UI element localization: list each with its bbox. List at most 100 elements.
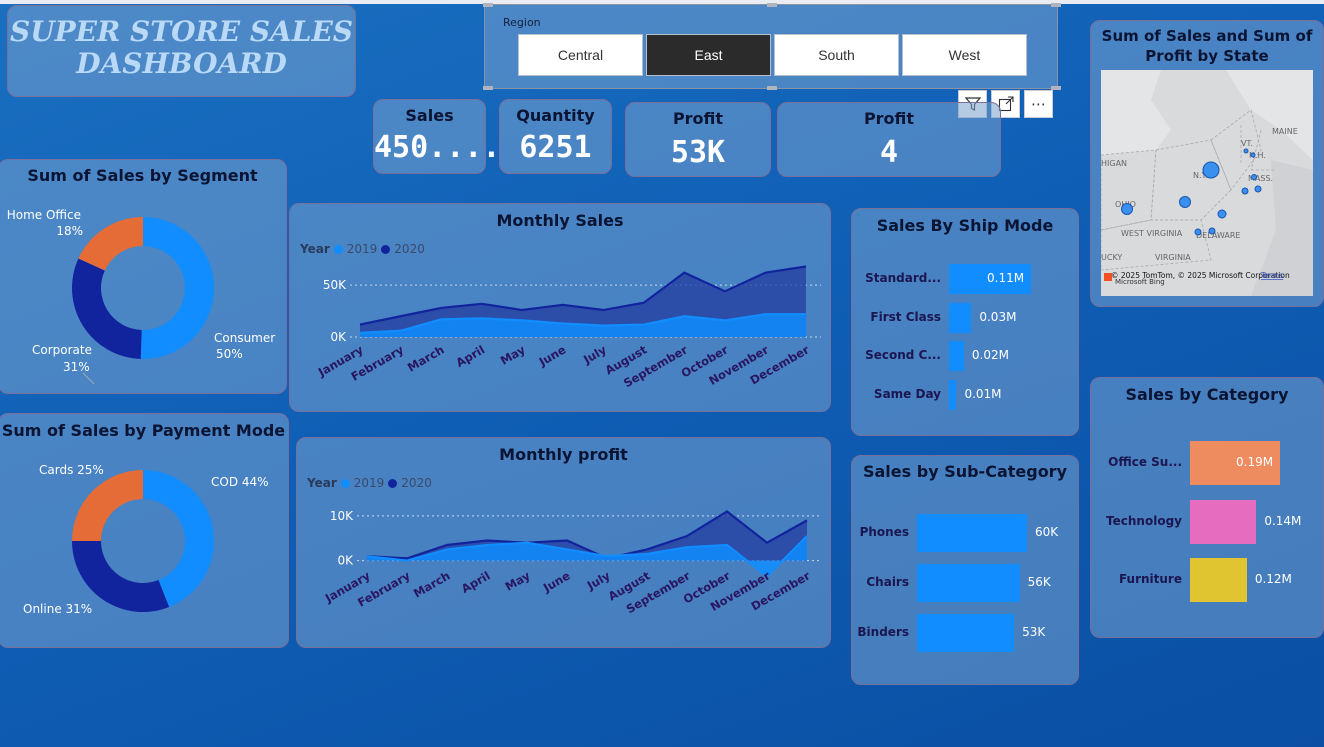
donut-slice-consumer[interactable] <box>140 217 215 359</box>
map-bubble[interactable] <box>1250 152 1256 158</box>
dashboard-title-card: SUPER STORE SALES DASHBOARD <box>7 5 356 97</box>
state-bubble-map[interactable]: MAINE VT. N.H. N.Y. MASS. HIGAN OHIO WES… <box>1101 70 1313 296</box>
map-bubble[interactable] <box>1243 148 1249 154</box>
region-option-central[interactable]: Central <box>518 34 643 76</box>
category-card: Sales by Category Office Su... 0.19M Techn… <box>1090 377 1324 638</box>
map-label: MASS. <box>1248 174 1273 183</box>
donut-slice-cards[interactable] <box>72 470 143 541</box>
segment-donut-chart[interactable]: Home Office 18% Consumer 50% Corporate 3… <box>0 160 288 395</box>
bar-category-label: Second C... <box>865 348 941 362</box>
chart-legend: Year 2019 2020 <box>300 242 425 256</box>
resize-handle[interactable] <box>1051 3 1061 7</box>
bar-category-label: Standard... <box>865 271 941 285</box>
slice-label: COD 44% <box>211 475 269 489</box>
x-tick-label: April <box>459 568 493 595</box>
bar[interactable] <box>949 302 972 333</box>
region-option-south[interactable]: South <box>774 34 899 76</box>
kpi-card-sales: Sales 450.... <box>373 99 500 174</box>
chart-title: Sum of Sales and Sum of Profit by State <box>1101 27 1313 65</box>
map-label: N.Y. <box>1193 171 1207 180</box>
line-series-2019[interactable] <box>366 535 808 578</box>
resize-handle[interactable] <box>1051 86 1061 90</box>
legend-item-2019[interactable]: 2019 <box>346 242 378 256</box>
bar[interactable] <box>1190 558 1247 602</box>
bar[interactable] <box>949 341 964 371</box>
area-series-2019[interactable] <box>367 536 807 577</box>
kpi-value: 4 <box>879 135 899 170</box>
bar-value-label: 0.01M <box>964 386 1002 401</box>
resize-handle[interactable] <box>483 3 493 7</box>
bar[interactable] <box>917 614 1015 652</box>
payment-donut-chart[interactable]: COD 44% Cards 25% Online 31% <box>0 414 290 649</box>
kpi-value: 6251 <box>519 130 592 165</box>
legend-item-2019[interactable]: 2019 <box>353 476 385 490</box>
kpi-label: Quantity <box>516 106 595 125</box>
region-slicer[interactable]: Region Central East South West <box>483 3 1061 90</box>
payment-chart-card: Sum of Sales by Payment Mode COD 44% Car… <box>0 413 289 648</box>
map-bubble[interactable] <box>1194 228 1202 236</box>
map-bubble[interactable] <box>1179 196 1191 208</box>
legend-item-2020[interactable]: 2020 <box>401 476 432 490</box>
map-bubble[interactable] <box>1254 185 1262 193</box>
map-bubble[interactable] <box>1208 227 1216 235</box>
line-series-2019[interactable] <box>359 313 806 334</box>
donut-slice-online[interactable] <box>72 541 170 612</box>
slice-label: Home Office <box>7 208 81 222</box>
map-bubble[interactable] <box>1251 174 1257 180</box>
bar-value-label: 53K <box>1022 625 1046 639</box>
slice-pct: 18% <box>56 224 83 238</box>
legend-dot-2020 <box>381 244 391 254</box>
ship-mode-card: Sales By Ship Mode Standard... 0.11M First… <box>851 208 1079 436</box>
bar[interactable] <box>1190 441 1280 485</box>
map-bubble[interactable] <box>1217 209 1227 219</box>
legend-title: Year <box>307 476 337 490</box>
bar-value-label: 56K <box>1027 575 1051 589</box>
map-bubble[interactable] <box>1202 161 1220 179</box>
legend-title: Year <box>300 242 330 256</box>
donut-slice-home[interactable] <box>78 217 143 271</box>
donut-slice-cod[interactable] <box>143 470 214 608</box>
resize-handle[interactable] <box>767 86 777 90</box>
x-tick-label: May <box>498 342 528 368</box>
slice-pct: 31% <box>63 360 90 374</box>
map-terms-link[interactable]: Terms <box>1260 271 1283 280</box>
map-attribution: © 2025 TomTom, © 2025 Microsoft Corporat… <box>1111 271 1290 280</box>
segment-chart-card: Sum of Sales by Segment Home Office 18% … <box>0 159 287 394</box>
region-option-east[interactable]: East <box>646 34 771 76</box>
chart-title: Monthly Sales <box>496 211 624 230</box>
bar[interactable] <box>917 514 1027 552</box>
kpi-card-profit: Profit 53K <box>625 102 771 177</box>
dashboard-title: SUPER STORE SALES DASHBOARD <box>9 15 354 80</box>
bar-category-label: First Class <box>870 309 941 324</box>
bar-value-label: 0.11M <box>987 271 1025 285</box>
bar[interactable] <box>949 264 1031 294</box>
map-bubble[interactable] <box>1121 203 1133 215</box>
bar[interactable] <box>1190 499 1257 544</box>
bar-value-label: 0.19M <box>1236 455 1274 469</box>
bar[interactable] <box>917 564 1020 602</box>
y-tick-label: 50K <box>323 278 347 292</box>
kpi-label: Sales <box>405 106 454 125</box>
bar-value-label: 0.03M <box>979 309 1017 324</box>
donut-slice-corporate[interactable] <box>72 258 142 359</box>
region-option-west[interactable]: West <box>902 34 1027 76</box>
map-label: VIRGINIA <box>1155 253 1191 262</box>
bar-category-label: Technology <box>1106 513 1182 528</box>
map-bubble[interactable] <box>1241 187 1249 195</box>
line-series-2020[interactable] <box>359 265 807 326</box>
resize-handle[interactable] <box>483 86 493 90</box>
bar-category-label: Phones <box>859 525 909 539</box>
x-tick-label: April <box>454 342 488 369</box>
bar[interactable] <box>949 379 957 410</box>
x-tick-label: March <box>405 342 447 374</box>
bar-value-label: 0.14M <box>1264 513 1302 528</box>
resize-handle[interactable] <box>767 3 777 7</box>
slice-label: Online 31% <box>23 602 92 616</box>
map-bing-label: Microsoft Bing <box>1115 278 1165 286</box>
line-series-2020[interactable] <box>366 510 808 560</box>
legend-item-2020[interactable]: 2020 <box>394 242 425 256</box>
more-options-icon[interactable]: ⋯ <box>1024 90 1053 118</box>
bar-category-label: Office Su... <box>1108 455 1182 469</box>
